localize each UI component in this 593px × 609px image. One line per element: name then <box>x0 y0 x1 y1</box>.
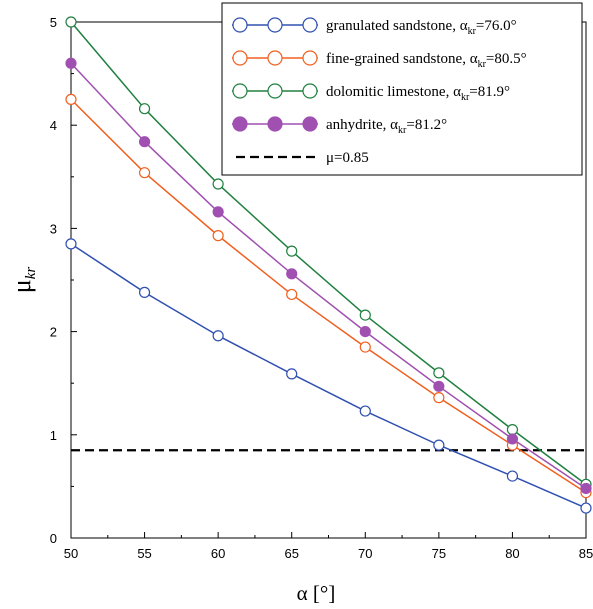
data-point <box>212 178 224 190</box>
x-axis-title: α [°] <box>297 581 336 605</box>
legend-label-subscript: kr <box>468 26 477 37</box>
y-axis: 0 1 2 3 4 5 <box>50 15 77 546</box>
data-point <box>433 439 445 451</box>
legend-swatch-marker <box>302 50 318 66</box>
y-axis-title-group: μkr <box>7 267 39 294</box>
x-tick-label: 80 <box>505 546 519 561</box>
data-point <box>359 309 371 321</box>
series-line <box>70 98 587 494</box>
data-point <box>506 424 519 436</box>
data-point <box>138 103 151 115</box>
data-point <box>359 341 371 353</box>
x-tick-label: 55 <box>137 546 151 561</box>
data-point <box>286 368 298 380</box>
legend-swatch-marker <box>302 83 318 99</box>
legend-label: fine-grained sandstone, αkr=80.5° <box>326 51 527 70</box>
data-point <box>65 238 77 250</box>
y-tick-label: 2 <box>50 325 57 340</box>
data-point <box>580 482 592 495</box>
data-point <box>138 167 151 179</box>
data-point <box>433 380 445 392</box>
legend-label-subscript: kr <box>398 125 407 136</box>
legend-swatch-marker <box>267 17 283 33</box>
data-point <box>286 245 298 257</box>
data-point <box>286 268 298 280</box>
legend-swatch-marker <box>232 50 248 66</box>
y-tick-label: 4 <box>50 118 57 133</box>
legend-swatch-marker <box>267 83 283 99</box>
legend-entry: anhydrite, αkr=81.2° <box>232 116 447 136</box>
legend-swatch-marker <box>232 116 248 132</box>
legend-label-main: granulated sandstone, α <box>326 18 468 34</box>
legend-label-main: dolomitic limestone, α <box>326 84 461 100</box>
data-point <box>212 330 224 342</box>
x-tick-label: 60 <box>211 546 225 561</box>
series-layer <box>65 16 592 514</box>
y-axis-title: μ <box>7 279 36 293</box>
data-point <box>212 206 224 218</box>
legend: granulated sandstone, αkr=76.0°fine-grai… <box>221 2 583 176</box>
series-line <box>70 21 587 485</box>
data-point <box>65 93 77 106</box>
data-point <box>506 470 519 482</box>
legend-label-subscript: kr <box>461 92 470 103</box>
y-tick-label: 5 <box>50 15 57 30</box>
legend-label-reference: μ=0.85 <box>326 150 369 166</box>
legend-label-tail: =81.2° <box>406 117 447 133</box>
x-tick-label: 70 <box>358 546 372 561</box>
y-axis-title-subscript: kr <box>23 267 39 280</box>
legend-swatch-marker <box>232 83 248 99</box>
series-line <box>70 243 587 509</box>
series-3 <box>65 57 592 495</box>
data-point <box>433 392 445 404</box>
legend-label: anhydrite, αkr=81.2° <box>326 117 447 136</box>
data-point <box>359 326 371 338</box>
legend-swatch-marker <box>232 17 248 33</box>
legend-label-tail: =76.0° <box>476 18 517 34</box>
legend-entry: dolomitic limestone, αkr=81.9° <box>232 83 510 103</box>
legend-entry: fine-grained sandstone, αkr=80.5° <box>232 50 527 70</box>
legend-label-subscript: kr <box>478 59 487 70</box>
legend-swatch-marker <box>267 50 283 66</box>
legend-label: granulated sandstone, αkr=76.0° <box>326 18 517 37</box>
data-point <box>286 288 298 301</box>
series-0 <box>65 238 592 514</box>
legend-entry: granulated sandstone, αkr=76.0° <box>232 17 517 37</box>
data-point <box>212 230 224 242</box>
x-tick-label: 50 <box>64 546 78 561</box>
legend-label-main: anhydrite, α <box>326 117 398 133</box>
data-point <box>65 16 77 28</box>
data-point <box>138 136 151 148</box>
y-tick-label: 0 <box>50 531 57 546</box>
data-point <box>506 433 519 445</box>
legend-swatch-marker <box>302 17 318 33</box>
y-tick-label: 1 <box>50 428 57 443</box>
data-point <box>580 502 592 514</box>
x-tick-label: 65 <box>284 546 298 561</box>
legend-label: dolomitic limestone, αkr=81.9° <box>326 84 510 103</box>
x-tick-label: 75 <box>432 546 446 561</box>
legend-swatch-marker <box>302 116 318 132</box>
svg-text:μkr: μkr <box>7 267 39 294</box>
data-point <box>433 367 445 379</box>
series-line <box>70 62 587 490</box>
x-axis: 50 55 60 65 70 75 80 85 <box>64 532 593 561</box>
legend-entry-reference: μ=0.85 <box>236 150 369 166</box>
data-point <box>138 286 151 298</box>
legend-swatch-marker <box>267 116 283 132</box>
legend-label-tail: =80.5° <box>486 51 527 67</box>
legend-label-tail: =81.9° <box>469 84 510 100</box>
data-point <box>359 405 371 417</box>
data-point <box>65 57 77 69</box>
legend-label-main: fine-grained sandstone, α <box>326 51 478 67</box>
y-tick-label: 3 <box>50 221 57 236</box>
x-tick-label: 85 <box>579 546 593 561</box>
